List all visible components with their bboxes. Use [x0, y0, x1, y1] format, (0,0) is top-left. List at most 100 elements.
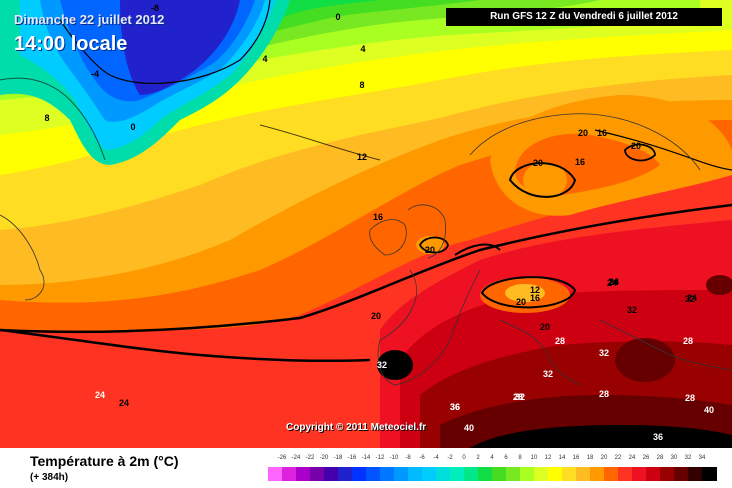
scale-tick-label: -26 — [277, 455, 287, 461]
scale-swatch — [324, 467, 339, 481]
scale-swatch — [436, 467, 451, 481]
contour-label: 8 — [359, 80, 364, 90]
contour-label: 16 — [373, 212, 383, 222]
scale-tick-label: -24 — [291, 455, 301, 461]
scale-tick-label: 24 — [628, 455, 636, 461]
scale-tick-label: -18 — [333, 455, 343, 461]
scale-tick-label: 16 — [572, 455, 580, 461]
contour-label: 28 — [555, 336, 565, 346]
contour-label: 40 — [704, 405, 714, 415]
scale-tick-label: -16 — [347, 455, 357, 461]
scale-swatch — [576, 467, 591, 481]
copyright: Copyright © 2011 Meteociel.fr — [286, 422, 427, 433]
contour-label: 12 — [357, 152, 367, 162]
scale-tick-label: 4 — [490, 455, 494, 461]
contour-label: 24 — [119, 398, 129, 408]
scale-tick-label: -4 — [433, 455, 439, 461]
contour-label: 28 — [599, 389, 609, 399]
scale-swatch — [688, 467, 703, 481]
scale-swatch — [352, 467, 367, 481]
contour-label: 24 — [95, 390, 105, 400]
scale-swatch — [562, 467, 577, 481]
scale-swatch — [618, 467, 633, 481]
contour-label: 28 — [513, 392, 523, 402]
scale-swatch — [296, 467, 311, 481]
contour-label: 32 — [685, 294, 695, 304]
contour-label: 24 — [608, 277, 618, 287]
time-label: 14:00 locale — [14, 33, 128, 55]
scale-swatch — [548, 467, 563, 481]
scale-swatch — [660, 467, 675, 481]
scale-swatch — [702, 467, 717, 481]
scale-swatch — [492, 467, 507, 481]
scale-swatch — [646, 467, 661, 481]
contour-label: 24 — [607, 278, 617, 288]
contour-label: 20 — [540, 322, 550, 332]
scale-tick-label: 32 — [684, 455, 692, 461]
contour-label: 24 — [609, 277, 619, 287]
scale-tick-label: -20 — [319, 455, 329, 461]
scale-swatch — [338, 467, 353, 481]
scale-tick-label: 22 — [614, 455, 622, 461]
contour-label: 32 — [515, 392, 525, 402]
scale-swatch — [408, 467, 423, 481]
color-scale-labels: -26 -24 -22 -20 -18 -16 -14 -12 -10 -8 -6 -4 -2 0 2 4 6 8… — [268, 455, 716, 465]
scale-swatch — [464, 467, 479, 481]
contour-label: 24 — [687, 293, 697, 303]
scale-swatch — [380, 467, 395, 481]
scale-tick-label: -6 — [419, 455, 425, 461]
scale-swatch — [590, 467, 605, 481]
scale-tick-label: 30 — [670, 455, 678, 461]
scale-swatch — [520, 467, 535, 481]
scale-swatch — [282, 467, 297, 481]
scale-swatch — [450, 467, 465, 481]
scale-tick-label: -12 — [375, 455, 385, 461]
scale-swatch — [422, 467, 437, 481]
scale-swatch — [478, 467, 493, 481]
contour-label: 28 — [685, 393, 695, 403]
scale-tick-label: -22 — [305, 455, 315, 461]
contour-label: -8 — [151, 3, 159, 13]
contour-label: 36 — [450, 402, 460, 412]
scale-swatch — [310, 467, 325, 481]
contour-label: 36 — [653, 432, 663, 442]
scale-tick-label: 26 — [642, 455, 650, 461]
scale-tick-label: 28 — [656, 455, 664, 461]
contour-label: 20 — [631, 141, 641, 151]
scale-tick-label: -8 — [405, 455, 411, 461]
scale-tick-label: 12 — [544, 455, 552, 461]
contour-label: 36 — [450, 402, 460, 412]
date-label: Dimanche 22 juillet 2012 — [14, 12, 165, 27]
scale-swatch — [534, 467, 549, 481]
scale-tick-label: 14 — [558, 455, 566, 461]
scale-tick-label: -2 — [447, 455, 453, 461]
contour-label: 20 — [533, 158, 543, 168]
contour-label: 12 — [530, 285, 540, 295]
contour-label: 20 — [371, 311, 381, 321]
contour-label: 16 — [530, 293, 540, 303]
forecast-range: (+ 384h) — [30, 472, 69, 483]
scale-tick-label: 2 — [476, 455, 480, 461]
scale-swatch — [394, 467, 409, 481]
contour-label: 8 — [44, 113, 49, 123]
contour-label: 32 — [627, 305, 637, 315]
parameter-title: Température à 2m (°C) — [30, 453, 179, 469]
contour-label: -4 — [91, 69, 99, 79]
color-scale-bar — [268, 467, 717, 481]
contour-label: 32 — [543, 369, 553, 379]
contour-label: 16 — [575, 157, 585, 167]
contour-label: 16 — [597, 128, 607, 138]
scale-tick-label: 34 — [698, 455, 706, 461]
run-info: Run GFS 12 Z du Vendredi 6 juillet 2012 — [446, 8, 722, 26]
scale-swatch — [632, 467, 647, 481]
scale-tick-label: 8 — [518, 455, 522, 461]
contour-label: 20 — [516, 297, 526, 307]
contour-label: 20 — [578, 128, 588, 138]
contour-label: 4 — [360, 44, 365, 54]
contour-label: 32 — [599, 348, 609, 358]
scale-tick-label: 6 — [504, 455, 508, 461]
contour-label: 40 — [464, 423, 474, 433]
scale-swatch — [366, 467, 381, 481]
